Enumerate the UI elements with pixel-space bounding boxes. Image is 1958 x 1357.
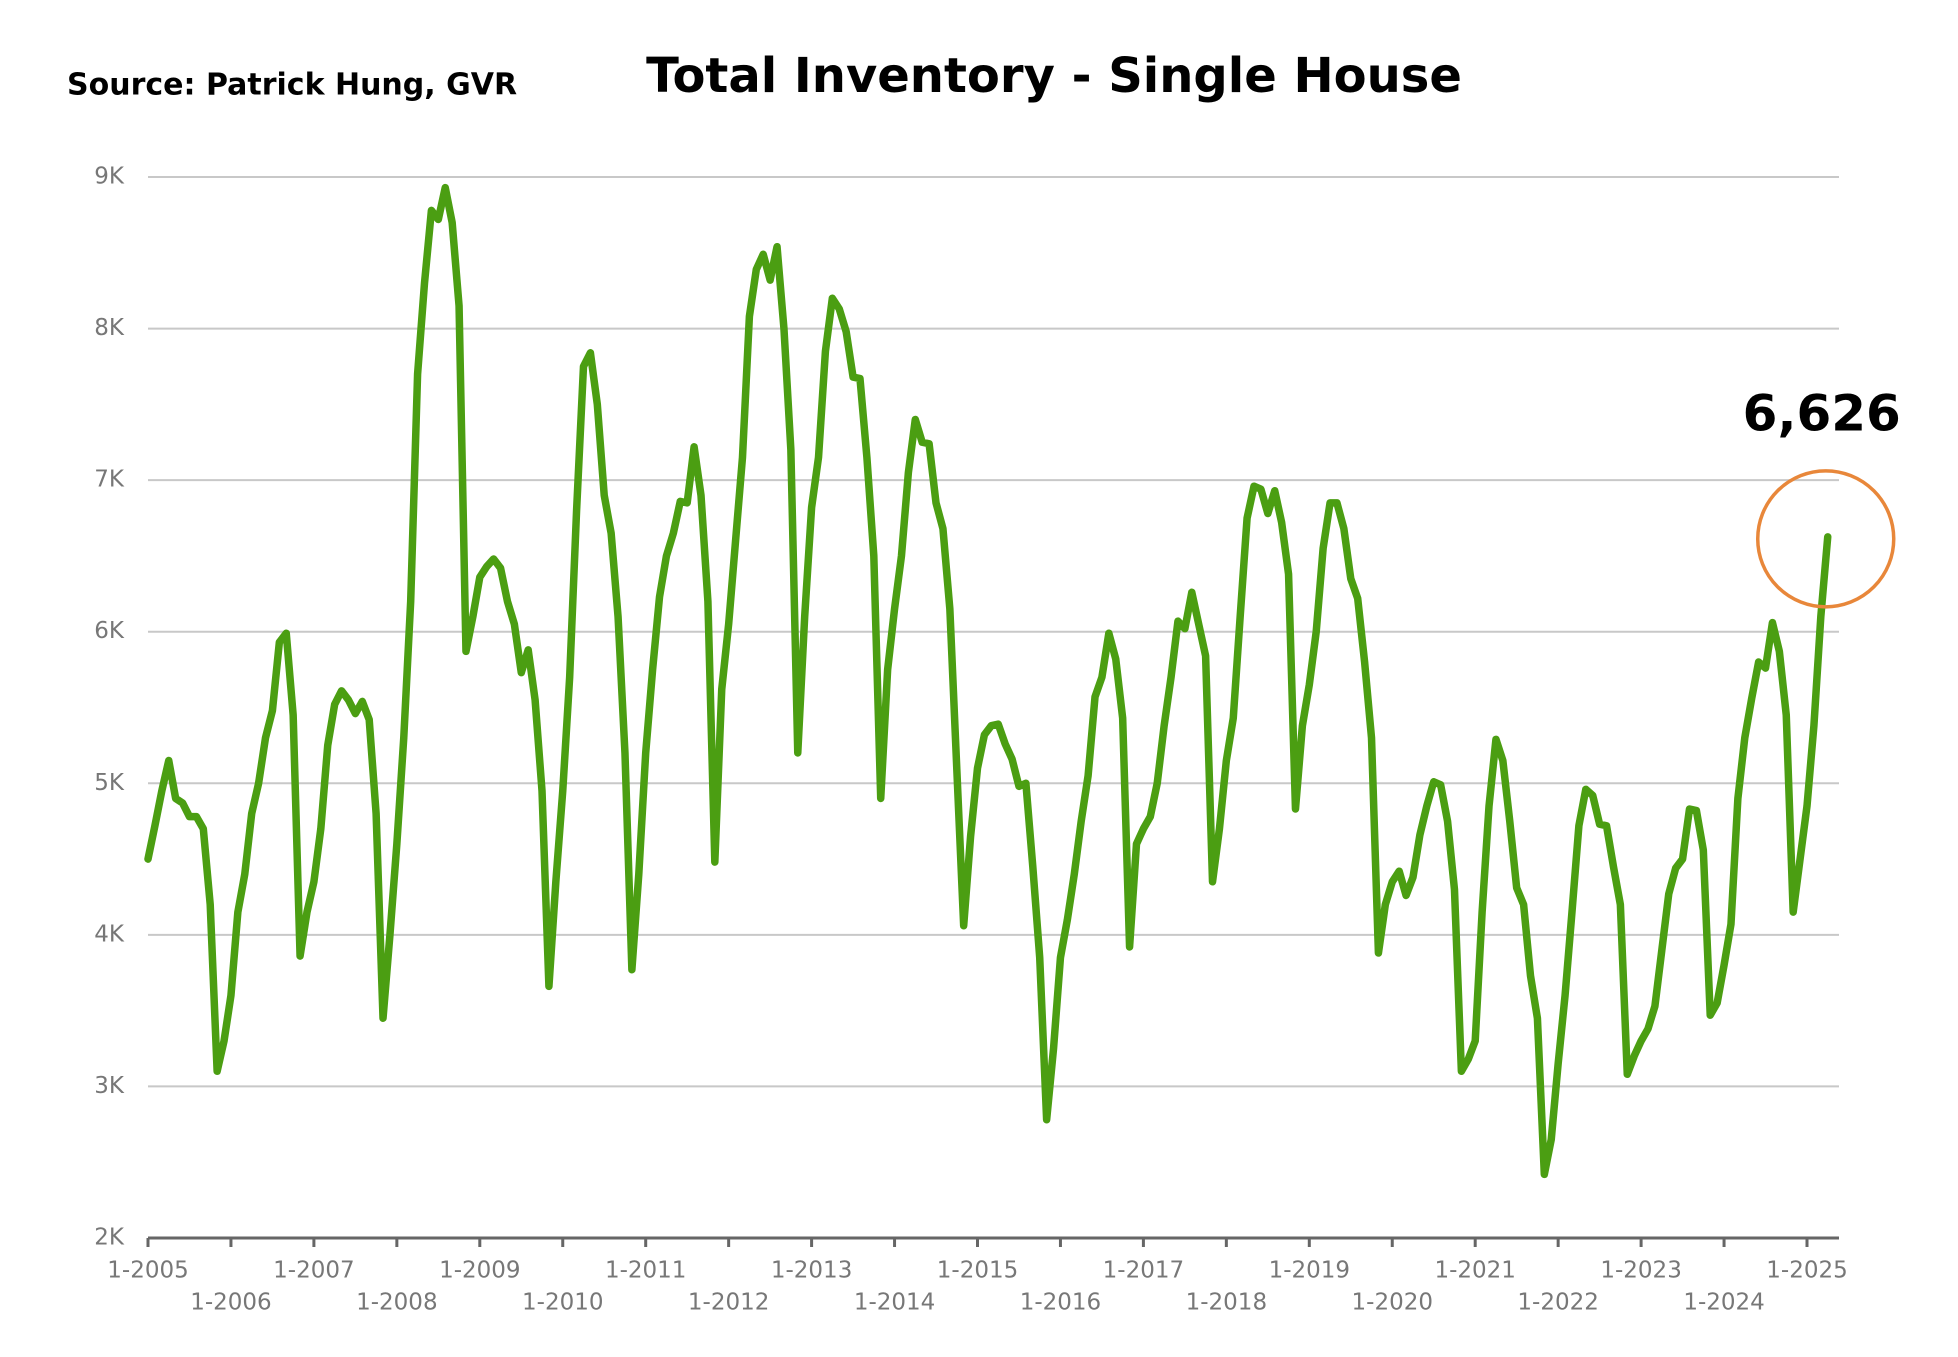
- y-tick-label: 5K: [94, 770, 125, 796]
- source: Source: Patrick Hung, GVR: [67, 68, 517, 103]
- highlight-circle: [1755, 469, 1896, 609]
- x-tick-label: 1-2025: [1766, 1258, 1847, 1284]
- x-tick-label: 1-2010: [522, 1290, 603, 1316]
- x-tick-label: 1-2021: [1434, 1258, 1515, 1284]
- x-tick-label: 1-2020: [1352, 1290, 1433, 1316]
- chart-title: Total Inventory - Single House: [646, 48, 1462, 104]
- x-tick-label: 1-2011: [605, 1258, 686, 1284]
- y-tick-label: 6K: [94, 618, 125, 644]
- x-tick-label: 1-2008: [356, 1290, 437, 1316]
- x-tick-label: 1-2017: [1103, 1258, 1184, 1284]
- x-tick-label: 1-2014: [854, 1290, 935, 1316]
- y-tick-label: 2K: [94, 1225, 125, 1251]
- x-tick-label: 1-2022: [1517, 1290, 1598, 1316]
- x-tick-label: 1-2007: [273, 1258, 354, 1284]
- y-tick-label: 9K: [94, 164, 125, 190]
- x-tick-label: 1-2012: [688, 1290, 769, 1316]
- x-tick-label: 1-2015: [937, 1258, 1018, 1284]
- y-tick-label: 7K: [94, 467, 125, 493]
- value-label: 6,626: [1743, 384, 1901, 442]
- x-tick-label: 1-2023: [1600, 1258, 1681, 1284]
- x-tick-label: 1-2009: [439, 1258, 520, 1284]
- y-tick-label: 3K: [94, 1073, 125, 1099]
- x-tick-label: 1-2006: [190, 1290, 271, 1316]
- x-tick-label: 1-2013: [771, 1258, 852, 1284]
- data-line: [144, 183, 1832, 1179]
- x-tick-label: 1-2016: [1020, 1290, 1101, 1316]
- x-tick-label: 1-2018: [1186, 1290, 1267, 1316]
- x-tick-label: 1-2024: [1683, 1290, 1764, 1316]
- x-tick-label: 1-2019: [1269, 1258, 1350, 1284]
- x-tick-label: 1-2005: [107, 1258, 188, 1284]
- y-tick-label: 4K: [94, 921, 125, 947]
- y-tick-label: 8K: [94, 315, 125, 341]
